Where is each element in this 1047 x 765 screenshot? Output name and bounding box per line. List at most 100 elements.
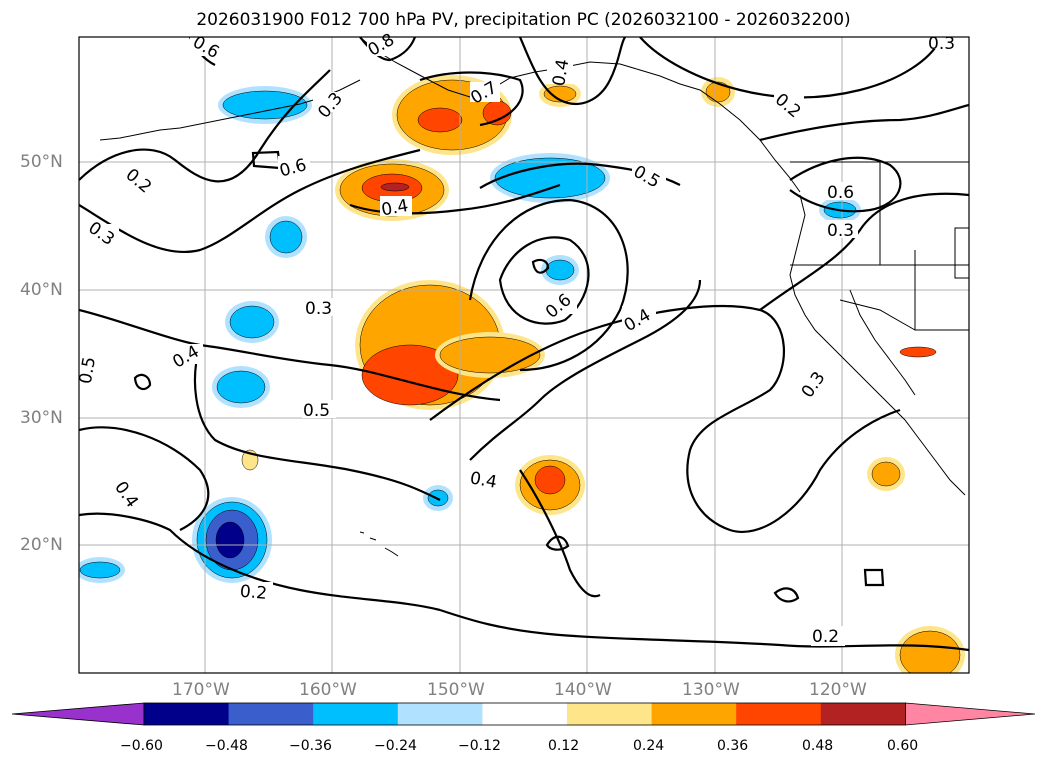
colorbar-segment-n048-n036 <box>228 703 314 725</box>
se-pos-3 <box>899 346 937 358</box>
colorbar-segment-p012-p024 <box>567 703 653 725</box>
pv-contour-06-ne <box>789 156 902 213</box>
far-ne-pos <box>705 81 731 103</box>
lon-label: 160°W <box>299 680 357 700</box>
pv-contour-loop-small-1 <box>863 568 885 587</box>
colorbar-tick: −0.36 <box>289 738 332 754</box>
colorbar-segment-p036-p048 <box>736 703 822 725</box>
colorbar-tick: 0.24 <box>633 738 665 754</box>
contour-label: 0.3 <box>928 34 955 54</box>
colorbar-frame <box>143 702 906 726</box>
contour-label: 0.5 <box>76 355 100 385</box>
us-west-coast <box>789 194 966 496</box>
contour-label: 0.5 <box>303 401 330 421</box>
contour-label: 0.4 <box>468 468 498 492</box>
precipitation-layer <box>79 75 965 673</box>
pv-contour-04-south <box>79 426 210 531</box>
pv-contour-05-midwest <box>193 344 441 501</box>
colorbar-segment-p024-p036 <box>651 703 737 725</box>
lon-label: 130°W <box>682 680 740 700</box>
colorbar-extend-min <box>11 702 145 726</box>
pv-contour-s2 <box>519 469 601 598</box>
contour-label: 0.4 <box>380 196 410 220</box>
pv-contour-02-south <box>79 512 441 612</box>
contour-label: 0.2 <box>812 627 839 647</box>
colorbar-tick: 0.12 <box>548 738 580 754</box>
map-frame <box>78 36 970 674</box>
lat-label: 50°N <box>20 152 63 172</box>
lon-label: 120°W <box>809 680 867 700</box>
w-neg-3 <box>216 370 266 404</box>
lon-label: 170°W <box>172 680 230 700</box>
pv-contour-04-center <box>468 198 629 372</box>
colorbar-segment-n036-n024 <box>313 703 399 725</box>
pv-contour-04-midwest <box>79 308 501 402</box>
pv-contour-loop-small-4 <box>531 258 550 274</box>
pv-contour-05-center <box>429 304 901 533</box>
coastlines <box>99 37 969 557</box>
contour-label: 0.6 <box>827 183 854 203</box>
pv-contour-03-ne <box>759 103 969 142</box>
colorbar-segment-n024-n012 <box>397 703 483 725</box>
chart-title: 2026031900 F012 700 hPa PV, precipitatio… <box>196 10 851 30</box>
center-pos-big-core <box>361 344 459 406</box>
mid-neg-small <box>545 259 575 281</box>
se-pos-2 <box>899 630 961 673</box>
ne-neg-blob <box>494 157 606 199</box>
pv-contour-02-se <box>439 608 969 652</box>
lon-label: 140°W <box>554 680 612 700</box>
hawaii <box>359 531 399 557</box>
colorbar-tick: −0.24 <box>374 738 417 754</box>
w-neg-1 <box>269 220 303 254</box>
contour-label: 0.2 <box>239 582 268 604</box>
far-w-neg <box>79 561 121 579</box>
pv-contour-loop-small-6 <box>545 535 570 551</box>
colorbar-segment-n060-n048 <box>144 703 230 725</box>
alaska-coast <box>359 37 801 193</box>
pv-contour-02-north <box>79 69 331 183</box>
colorbar-tick: 0.60 <box>887 738 919 754</box>
n-pos-large-core <box>417 107 463 133</box>
colorbar-tick: −0.48 <box>205 738 248 754</box>
lat-label: 40°N <box>20 280 63 300</box>
pv-contour-loop-small-3 <box>133 373 152 391</box>
pv-contour-07-top <box>419 71 524 127</box>
mexico-border <box>839 299 916 331</box>
s-pos-core <box>534 465 566 495</box>
state-lines <box>790 162 969 331</box>
graticule <box>79 37 969 673</box>
ne-small-pos <box>543 85 577 103</box>
contour-label: 0.3 <box>305 299 332 319</box>
colorbar-extend-max <box>905 702 1036 726</box>
contour-label: 0.2 <box>122 165 156 198</box>
w-neg-2 <box>229 305 275 339</box>
pv-contour-06-center <box>498 236 590 325</box>
lat-label: 30°N <box>20 408 63 428</box>
colorbar-segment-n012-p012 <box>482 703 568 725</box>
pv-contour-04-top <box>518 37 626 105</box>
pv-contour-04-c <box>349 183 561 215</box>
colorbar <box>11 702 1036 726</box>
contour-label: 0.4 <box>110 478 142 512</box>
mid-pos-a-peak <box>380 182 410 192</box>
pv-contour-03-west <box>79 148 421 253</box>
colorbar-tick: 0.48 <box>802 738 834 754</box>
se-pos-1 <box>871 461 901 487</box>
colorbar-tick: 0.36 <box>717 738 749 754</box>
pv-contour-loop-small-2 <box>773 587 800 603</box>
lat-label: 20°N <box>20 535 63 555</box>
contour-labels: 0.6 0.8 0.3 0.7 0.4 0.3 0.2 0.2 0.3 0.6 … <box>76 30 955 647</box>
sw-neg-big-core <box>215 521 245 559</box>
colorbar-segment-p048-p060 <box>820 703 906 725</box>
contour-label: 0.4 <box>549 58 573 88</box>
contour-label: 0.3 <box>827 221 854 241</box>
pv-contour-02-ne <box>639 37 941 99</box>
baja <box>849 289 916 396</box>
pv-contour-s-loop <box>469 279 702 461</box>
pv-contours <box>79 37 969 652</box>
lon-label: 150°W <box>427 680 485 700</box>
center-pos-arm <box>439 336 541 374</box>
pv-contour-03-east <box>759 192 969 311</box>
contour-label: 0.8 <box>365 30 398 61</box>
